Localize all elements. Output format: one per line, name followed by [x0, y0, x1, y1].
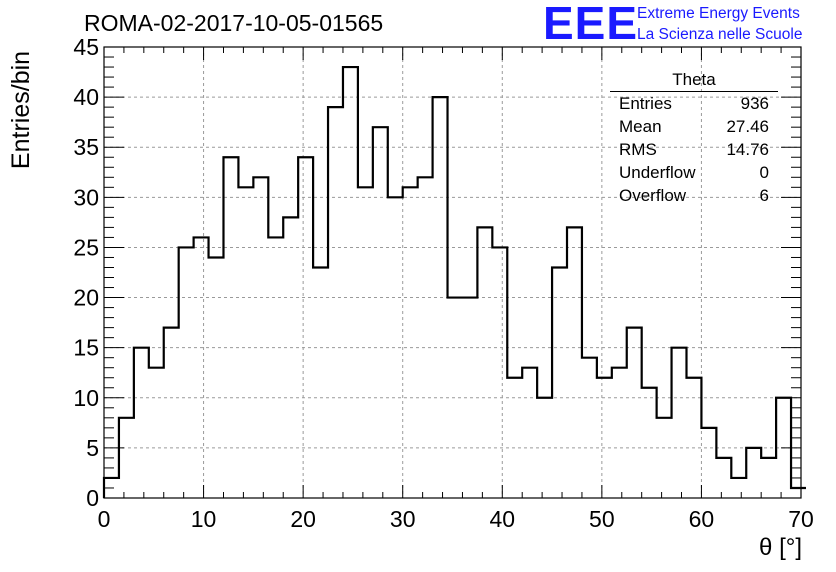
histogram-bin: [507, 378, 522, 498]
histogram-bin: [462, 298, 477, 498]
y-tick-label: 5: [86, 435, 99, 461]
histogram-bin: [223, 157, 238, 498]
stats-label: Overflow: [619, 186, 687, 205]
histogram-bin: [612, 368, 627, 498]
histogram-bin: [477, 227, 492, 498]
stats-title: Theta: [610, 70, 778, 92]
stats-box: Theta Entries 936 Mean 27.46 RMS 14.76 U…: [610, 70, 778, 207]
histogram-bin: [627, 328, 642, 498]
stats-row-entries: Entries 936: [610, 92, 778, 115]
histogram-bin: [313, 267, 328, 498]
histogram-bin: [537, 398, 552, 498]
histogram-bin: [657, 418, 672, 498]
stats-row-rms: RMS 14.76: [610, 138, 778, 161]
histogram-bin: [343, 67, 358, 498]
y-tick-label: 15: [73, 335, 99, 361]
stats-row-overflow: Overflow 6: [610, 184, 778, 207]
stats-value: 14.76: [726, 140, 769, 159]
x-tick-label: 30: [390, 506, 416, 532]
stats-row-underflow: Underflow 0: [610, 161, 778, 184]
x-tick-label: 70: [788, 506, 814, 532]
histogram-bin: [268, 237, 283, 498]
x-tick-label: 50: [589, 506, 615, 532]
histogram-bin: [194, 237, 209, 498]
stats-label: Entries: [619, 94, 672, 113]
histogram-bin: [433, 97, 448, 498]
y-tick-label: 30: [73, 184, 99, 210]
histogram-bin: [164, 328, 179, 498]
stats-value: 0: [759, 163, 769, 182]
histogram-bin: [328, 107, 343, 498]
histogram-bin: [253, 177, 268, 498]
stats-value: 936: [740, 94, 769, 113]
x-tick-label: 60: [689, 506, 715, 532]
histogram-bin: [686, 378, 701, 498]
histogram-bin: [388, 197, 403, 498]
y-tick-label: 0: [86, 485, 99, 511]
histogram-bin: [642, 388, 657, 498]
histogram-bin: [716, 458, 731, 498]
histogram-bin: [134, 348, 149, 498]
eee-logo: EEE: [543, 0, 639, 49]
plot-frame: [103, 46, 802, 499]
histogram-bin: [776, 398, 791, 498]
y-tick-label: 40: [73, 84, 99, 110]
plot-title: ROMA-02-2017-10-05-01565: [84, 10, 384, 36]
histogram-bin: [672, 348, 687, 498]
x-tick-label: 20: [290, 506, 316, 532]
histogram-layer: [102, 65, 806, 498]
histogram-bin: [238, 187, 253, 498]
histogram-bin: [373, 127, 388, 498]
x-tick-label: 40: [489, 506, 515, 532]
histogram-bin: [552, 267, 567, 498]
histogram-bin: [119, 418, 134, 498]
brand-line-1: Extreme Energy Events: [637, 5, 800, 22]
stats-value: 6: [759, 186, 769, 205]
y-tick-label: 20: [73, 285, 99, 311]
brand-line-2: La Scienza nelle Scuole: [637, 26, 803, 43]
stats-label: RMS: [619, 140, 657, 159]
histogram-bin: [448, 298, 463, 498]
y-tick-label: 35: [73, 134, 99, 160]
histogram-bin: [104, 478, 119, 498]
histogram-bin: [358, 187, 373, 498]
x-tick-label: 0: [98, 506, 111, 532]
stats-row-mean: Mean 27.46: [610, 115, 778, 138]
x-tick-label: 10: [191, 506, 217, 532]
histogram-bin: [418, 177, 433, 498]
y-axis-label: Entries/bin: [7, 50, 35, 170]
histogram-bin: [403, 187, 418, 498]
histogram-bin: [701, 428, 716, 498]
stats-label: Mean: [619, 117, 662, 136]
histogram-bin: [582, 358, 597, 498]
axis-layer: [103, 46, 802, 499]
x-axis-label: θ [°]: [759, 534, 802, 561]
histogram-bin: [791, 488, 806, 498]
y-tick-label: 25: [73, 234, 99, 260]
histogram-bin: [567, 227, 582, 498]
histogram-bin: [761, 458, 776, 498]
histogram-bin: [731, 478, 746, 498]
histogram-outline: [102, 65, 806, 498]
histogram-bin: [149, 368, 164, 498]
histogram-bin: [298, 157, 313, 498]
histogram-bin: [283, 217, 298, 498]
histogram-bin: [522, 368, 537, 498]
stats-value: 27.46: [726, 117, 769, 136]
histogram-bin: [179, 247, 194, 498]
histogram-bin: [492, 247, 507, 498]
y-tick-label: 45: [73, 34, 99, 60]
stats-label: Underflow: [619, 163, 696, 182]
y-tick-label: 10: [73, 385, 99, 411]
histogram-bin: [209, 257, 224, 498]
histogram-bin: [746, 448, 761, 498]
histogram-bin: [597, 378, 612, 498]
